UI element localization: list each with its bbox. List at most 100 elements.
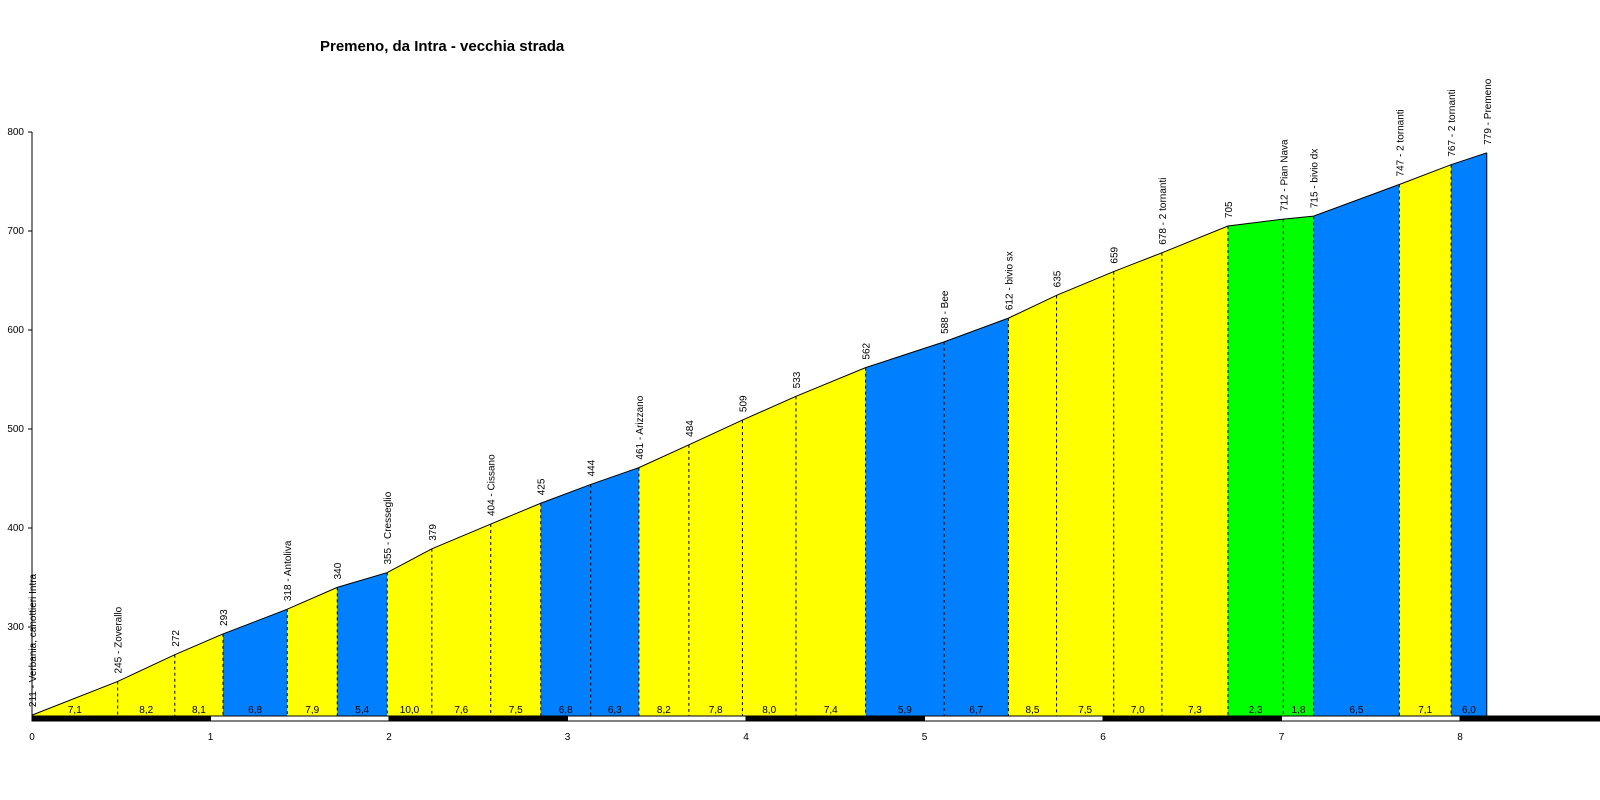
gradient-label: 8,2 [657, 705, 671, 716]
gradient-label: 7,4 [824, 705, 838, 716]
km-scale-bar [388, 715, 568, 722]
point-label: 461 - Arizzano [635, 395, 646, 459]
point-label: 444 [587, 459, 598, 476]
point-label: 355 - Cresseglio [383, 491, 394, 564]
y-tick-label: 600 [7, 325, 24, 336]
profile-segment [222, 609, 288, 718]
gradient-label: 6,5 [1350, 705, 1364, 716]
point-label: 211 - Verbania, canottieri Intra [28, 573, 39, 707]
point-label: 779 - Premeno [1483, 78, 1494, 145]
gradient-label: 10,0 [400, 705, 420, 716]
gradient-label: 7,5 [509, 705, 523, 716]
profile-segment [1451, 152, 1487, 719]
profile-segment [1113, 252, 1162, 718]
km-scale-bar [1102, 715, 1282, 722]
profile-segment [865, 341, 945, 718]
profile-segment [1056, 271, 1114, 718]
gradient-label: 6,8 [559, 705, 573, 716]
gradient-label: 2,3 [1249, 705, 1263, 716]
gradient-label: 6,8 [248, 705, 262, 716]
profile-segment [1283, 216, 1314, 718]
profile-segment [638, 444, 689, 718]
gradient-label: 6,7 [969, 705, 983, 716]
km-scale-bar [1459, 715, 1600, 722]
gradient-label: 8,1 [192, 705, 206, 716]
point-label: 272 [171, 630, 182, 647]
point-label: 484 [685, 420, 696, 437]
y-tick-label: 300 [7, 622, 24, 633]
x-tick-label: 6 [1100, 732, 1106, 743]
profile-segment [431, 524, 491, 718]
point-label: 635 [1053, 270, 1064, 287]
x-tick-label: 7 [1279, 732, 1285, 743]
profile-segment [174, 633, 223, 718]
gradient-label: 8,5 [1026, 705, 1040, 716]
point-label: 340 [333, 562, 344, 579]
gradient-label: 5,9 [898, 705, 912, 716]
point-label: 404 - Cissano [487, 454, 498, 516]
x-tick-label: 4 [743, 732, 749, 743]
point-label: 659 [1110, 246, 1121, 263]
profile-segment [287, 587, 338, 718]
point-label: 715 - bivio dx [1310, 149, 1321, 208]
gradient-label: 6,3 [608, 705, 622, 716]
point-label: 293 [219, 609, 230, 626]
x-tick-label: 0 [29, 732, 35, 743]
profile-line [31, 152, 1487, 716]
gradient-label: 5,4 [355, 705, 369, 716]
km-scale-bar [924, 715, 1104, 722]
gradient-label: 7,1 [1418, 705, 1432, 716]
profile-segment [1399, 164, 1452, 719]
point-label: 318 - Antoliva [283, 540, 294, 601]
gradient-label: 6,0 [1462, 705, 1476, 716]
km-scale-bar [745, 715, 925, 722]
profile-segment [1227, 219, 1284, 718]
km-scale-bar [31, 715, 211, 722]
profile-segment [1161, 226, 1228, 719]
point-label: 612 - bivio sx [1004, 251, 1015, 310]
gradient-label: 7,3 [1188, 705, 1202, 716]
point-label: 712 - Pian Nava [1279, 139, 1290, 211]
profile-segment [337, 572, 388, 718]
profile-segment [490, 503, 541, 718]
profile-segment [540, 484, 591, 718]
profile-segment [795, 367, 866, 718]
point-label: 678 - 2 tornanti [1158, 178, 1169, 245]
point-label: 588 - Bee [940, 290, 951, 334]
point-label: 767 - 2 tornanti [1447, 89, 1458, 156]
gradient-label: 7,9 [305, 705, 319, 716]
x-tick-label: 8 [1457, 732, 1463, 743]
gradient-label: 7,1 [68, 705, 82, 716]
y-tick-label: 500 [7, 424, 24, 435]
profile-segment [944, 318, 1009, 718]
km-scale-bar [567, 715, 747, 722]
gradient-label: 1,8 [1292, 705, 1306, 716]
km-scale-bar [210, 715, 390, 722]
profile-segment [688, 420, 743, 718]
gradient-label: 8,0 [762, 705, 776, 716]
profile-segment [1313, 184, 1400, 719]
chart-title: Premeno, da Intra - vecchia strada [320, 38, 565, 55]
profile-segment [117, 654, 175, 718]
y-tick-label: 400 [7, 523, 24, 534]
y-tick-label: 800 [7, 127, 24, 138]
profile-segment [1008, 295, 1057, 718]
gradient-label: 7,8 [709, 705, 723, 716]
point-label: 245 - Zoverallo [114, 606, 125, 673]
point-label: 747 - 2 tornanti [1395, 109, 1406, 176]
point-label: 425 [537, 478, 548, 495]
y-tick-label: 700 [7, 226, 24, 237]
gradient-label: 8,2 [139, 705, 153, 716]
profile-segment [590, 467, 639, 718]
gradient-label: 7,6 [454, 705, 468, 716]
gradient-label: 7,5 [1078, 705, 1092, 716]
point-label: 533 [792, 371, 803, 388]
x-tick-label: 3 [565, 732, 571, 743]
profile-segment [32, 681, 118, 718]
point-label: 509 [738, 395, 749, 412]
x-tick-label: 5 [922, 732, 928, 743]
x-tick-label: 1 [208, 732, 214, 743]
gradient-label: 7,0 [1131, 705, 1145, 716]
point-label: 562 [862, 342, 873, 359]
